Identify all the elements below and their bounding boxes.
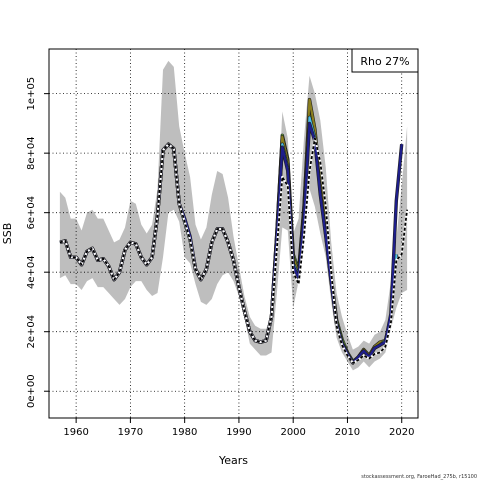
y-tick-label-0: 0e+00 — [26, 374, 37, 408]
y-tick-label-5: 1e+05 — [26, 77, 37, 111]
y-tick-label-2: 4e+04 — [26, 255, 37, 289]
footer-credit: stockassessment.org, FaroeHad_275b, r151… — [361, 474, 477, 480]
x-axis-title: Years — [218, 454, 248, 467]
legend-text: Rho 27% — [360, 55, 409, 68]
x-axis: 1960 1970 1980 1990 2000 2010 2020 — [63, 418, 414, 438]
y-axis: 0e+00 2e+04 4e+04 6e+04 8e+04 1e+05 — [26, 77, 49, 408]
x-tick-label-2010: 2010 — [335, 427, 360, 438]
y-tick-label-4: 8e+04 — [26, 136, 37, 170]
x-tick-label-2000: 2000 — [280, 427, 305, 438]
series-final-line — [59, 137, 408, 364]
x-tick-label-1980: 1980 — [172, 427, 197, 438]
legend: Rho 27% — [351, 48, 419, 73]
x-tick-label-1990: 1990 — [226, 427, 251, 438]
x-tick-label-1970: 1970 — [118, 427, 143, 438]
series-layer — [59, 97, 409, 365]
legend-box — [351, 48, 419, 73]
x-tick-label-1960: 1960 — [63, 427, 88, 438]
y-axis-title: SSB — [1, 223, 14, 245]
y-tick-label-1: 2e+04 — [26, 315, 37, 349]
x-tick-label-2020: 2020 — [389, 427, 414, 438]
plot-frame — [48, 48, 419, 419]
confidence-band-layer — [59, 60, 408, 371]
confidence-band — [59, 60, 408, 371]
y-tick-label-3: 6e+04 — [26, 196, 37, 230]
